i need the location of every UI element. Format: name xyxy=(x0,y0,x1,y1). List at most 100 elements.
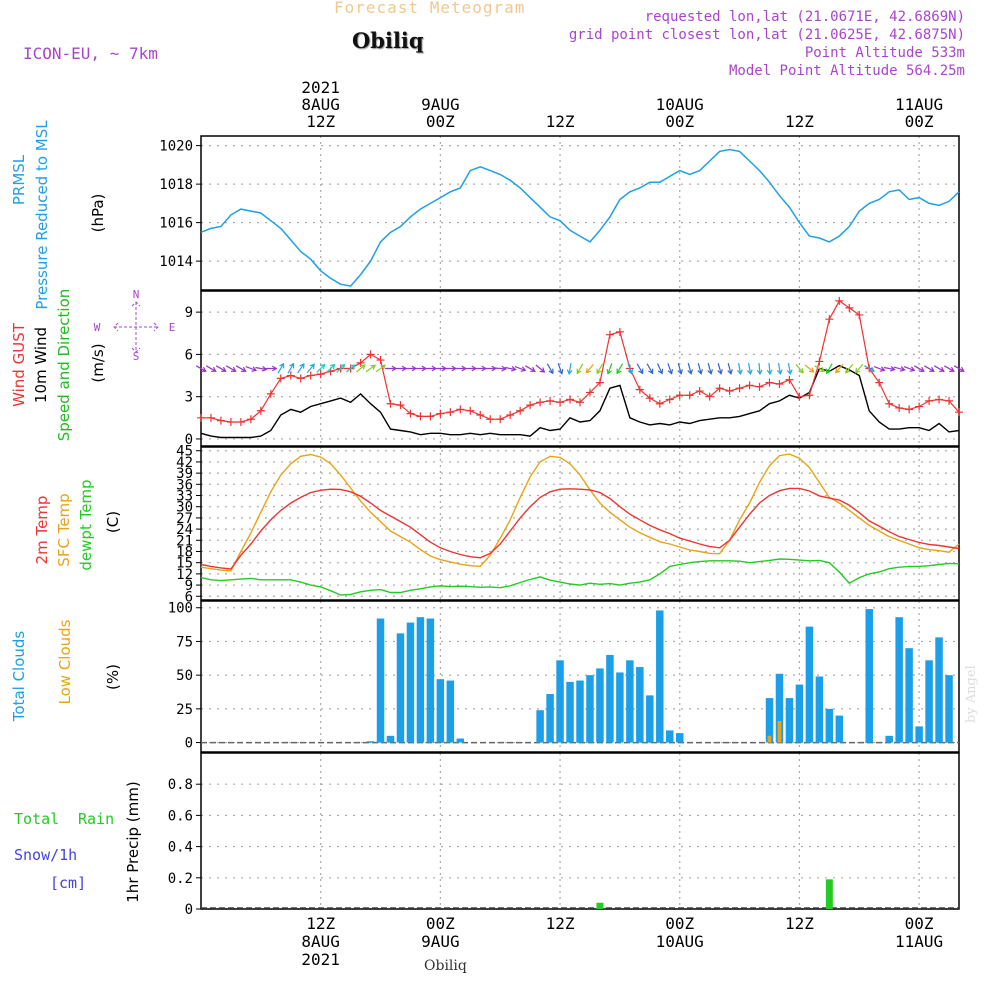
total-cloud-bar xyxy=(835,715,844,743)
top-time-label: 00Z xyxy=(905,112,934,131)
gust-marker xyxy=(775,380,784,388)
bottom-time-label: 00Z xyxy=(905,914,934,933)
wind-direction-arrow xyxy=(845,363,854,374)
snow-label: Snow/1h xyxy=(14,846,77,864)
total-cloud-bar xyxy=(406,622,415,743)
sfc-temp-ylabel: SFC Temp xyxy=(55,493,73,566)
total-cloud-bar xyxy=(815,676,824,743)
wind-direction-arrow xyxy=(504,365,517,372)
y-tick-label: 1020 xyxy=(159,139,193,155)
panel-frame xyxy=(200,135,960,291)
gust-marker xyxy=(556,398,565,407)
wind-direction-arrow xyxy=(697,363,703,375)
wind-direction-arrow xyxy=(205,365,217,372)
gust-marker xyxy=(935,395,944,404)
y-tick-label: 6 xyxy=(185,347,193,363)
total-cloud-bar xyxy=(895,617,903,743)
total-cloud-bar xyxy=(666,730,674,743)
wind-direction-arrow xyxy=(576,363,584,375)
gust-marker xyxy=(526,401,535,410)
total-cloud-bar xyxy=(436,679,445,743)
total-cloud-bar xyxy=(925,660,933,743)
wind-direction-arrow xyxy=(494,365,507,372)
gust-marker xyxy=(566,395,575,404)
y-tick-label: 0.2 xyxy=(168,871,193,887)
total-cloud-bar xyxy=(945,675,953,743)
total-label: Total xyxy=(14,810,59,828)
wind-direction-arrow xyxy=(854,363,864,374)
pressure-ylabel-2: Pressure Reduced to MSL xyxy=(33,120,51,310)
gust-marker xyxy=(595,378,604,387)
wind-direction-arrow xyxy=(933,365,945,372)
gust-marker xyxy=(725,387,734,396)
temp-unit-label: (C) xyxy=(104,511,122,533)
total-cloud-bar xyxy=(366,741,375,743)
total-cloud-bar xyxy=(795,684,804,743)
top-time-label: 12Z xyxy=(306,112,335,131)
bottom-time-label: 10AUG xyxy=(656,932,704,951)
gust-marker xyxy=(226,418,235,427)
wind-direction-arrow xyxy=(356,364,366,373)
gust-marker xyxy=(536,398,545,407)
top-time-label: 9AUG xyxy=(421,95,460,114)
temp-2m-line xyxy=(200,487,960,570)
gust-marker xyxy=(516,406,525,415)
wind-direction-arrow xyxy=(776,362,783,376)
gust-marker xyxy=(496,415,505,424)
wind-direction-arrow xyxy=(585,363,594,374)
compass-west: W xyxy=(94,321,101,334)
gust-marker xyxy=(236,418,245,427)
total-cloud-bar xyxy=(675,733,684,743)
rain-bar xyxy=(825,879,833,909)
gust-marker xyxy=(855,310,864,319)
rain-label: Rain xyxy=(78,810,114,828)
wind-direction-arrow xyxy=(646,363,654,375)
low-cloud-bar xyxy=(777,720,782,743)
gust-marker xyxy=(486,415,495,424)
top-time-label: 12Z xyxy=(546,112,575,131)
gust-marker xyxy=(396,401,405,410)
y-tick-label: 100 xyxy=(168,601,193,617)
total-cloud-bar xyxy=(626,660,634,743)
wind-direction-arrow xyxy=(424,365,438,372)
wind-direction-arrow xyxy=(464,365,477,372)
gust-marker xyxy=(765,378,774,387)
wind-direction-arrow xyxy=(346,364,356,373)
low-cloud-bar xyxy=(767,735,772,743)
gust-marker xyxy=(615,327,624,336)
wind-direction-arrow xyxy=(737,362,743,376)
wind-direction-arrow xyxy=(786,362,793,376)
wind-direction-arrow xyxy=(316,363,326,373)
total-cloud-bar xyxy=(935,637,943,743)
gust-marker xyxy=(845,303,854,312)
gust-marker xyxy=(695,387,704,396)
wind-unit-label: (m/s) xyxy=(89,343,107,382)
wind-direction-arrow xyxy=(557,363,564,375)
dewpt-ylabel: dewpt Temp xyxy=(77,479,95,570)
wind-direction-arrow xyxy=(484,365,497,372)
top-time-label: 8AUG xyxy=(301,95,340,114)
y-tick-label: 25 xyxy=(176,702,193,718)
gust-marker xyxy=(705,392,714,401)
wind-direction-arrow xyxy=(514,366,527,372)
wind-direction-arrow xyxy=(903,366,916,372)
gust-marker xyxy=(885,399,894,408)
compass-north: N xyxy=(133,288,140,301)
y-tick-label: 21 xyxy=(176,533,193,549)
wind-direction-arrow xyxy=(923,365,935,372)
y-tick-label: 15 xyxy=(176,556,193,572)
gust-marker xyxy=(665,395,674,404)
wind-direction-arrow xyxy=(814,365,826,372)
y-tick-label: 50 xyxy=(176,668,193,684)
gust-marker xyxy=(585,388,594,397)
model-altitude: Model Point Altitude 564.25m xyxy=(728,63,965,79)
gust-marker xyxy=(605,330,614,339)
y-tick-label: 3 xyxy=(185,390,193,406)
gust-marker xyxy=(795,392,804,401)
total-cloud-bar xyxy=(885,735,893,743)
wind-direction-arrow xyxy=(766,362,773,376)
wind-direction-arrow xyxy=(953,365,965,372)
wind-direction-arrow xyxy=(795,363,804,374)
